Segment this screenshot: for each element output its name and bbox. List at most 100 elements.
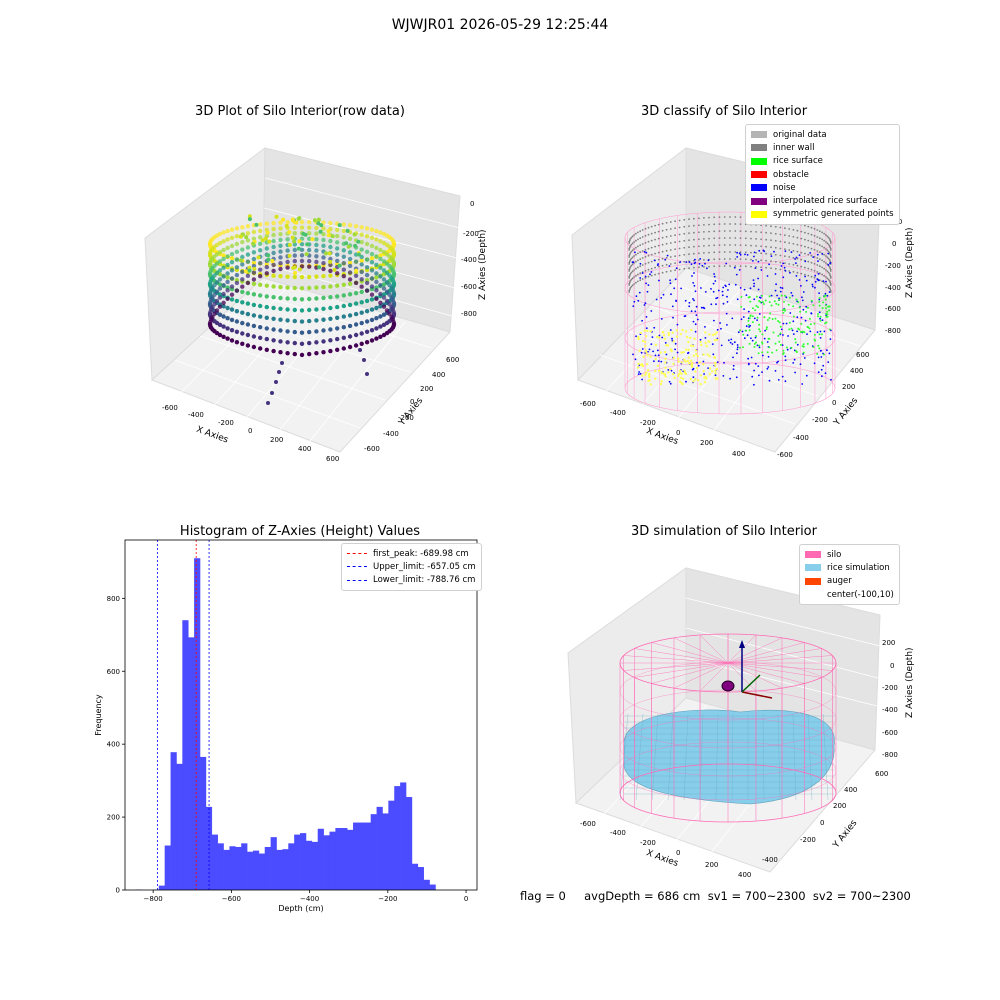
scatter-point: [674, 248, 676, 251]
scatter-point: [631, 235, 634, 238]
scatter-point: [234, 257, 240, 262]
histogram-bar: [247, 851, 254, 890]
scatter-point: [828, 280, 831, 282]
scatter-point: [827, 285, 830, 288]
scatter-point: [792, 270, 795, 273]
scatter-point: [328, 338, 333, 343]
scatter-point: [240, 277, 245, 282]
surface-mesh-line: [699, 713, 704, 801]
scatter-point: [774, 260, 777, 263]
scatter-point: [270, 259, 275, 263]
scatter-point: [265, 230, 270, 235]
scatter-point: [271, 268, 276, 274]
scatter-point: [374, 336, 379, 341]
scatter-point: [658, 279, 660, 282]
scatter-point: [826, 235, 829, 238]
scatter-point: [314, 307, 319, 312]
scatter-point: [760, 269, 763, 271]
scatter-point: [641, 378, 643, 381]
scatter-point: [292, 340, 297, 346]
scatter-point: [657, 369, 661, 372]
scatter-point: [816, 253, 819, 256]
scatter-point: [668, 265, 671, 267]
scatter-point: [804, 245, 806, 248]
scatter-point: [753, 285, 755, 288]
scatter-point: [251, 323, 257, 329]
scatter-point: [733, 341, 736, 344]
scatter-point: [823, 330, 826, 333]
scatter-point: [739, 223, 742, 226]
scatter-point: [337, 223, 342, 228]
scatter-point: [768, 346, 771, 349]
scatter-point: [816, 352, 819, 355]
svg-text:-200: -200: [463, 230, 479, 238]
scatter-point: [708, 265, 710, 268]
scatter-point: [661, 222, 664, 225]
scatter-point: [672, 316, 674, 319]
scatter-point: [356, 239, 361, 244]
scatter-point: [829, 262, 831, 265]
scatter-point: [829, 247, 832, 250]
histogram-bar: [317, 828, 324, 890]
histogram-bar: [217, 843, 224, 890]
histogram-bar: [164, 845, 171, 890]
scatter-point: [715, 331, 718, 334]
scatter-point: [643, 250, 646, 253]
scatter-point: [827, 243, 830, 246]
scatter-point: [369, 338, 375, 343]
scatter-point: [800, 265, 803, 268]
scatter-point: [669, 228, 672, 230]
scatter-point: [708, 216, 710, 219]
scatter-point: [750, 337, 752, 340]
histogram-bar: [305, 840, 313, 890]
scatter-point: [245, 224, 251, 229]
scatter-point: [715, 303, 717, 306]
scatter-point: [359, 310, 364, 315]
scatter-point: [675, 335, 679, 338]
scatter-point: [799, 310, 802, 313]
panel4-zlabel: Z Axies (Depth): [905, 647, 915, 718]
scatter-point: [378, 304, 383, 309]
scatter-point: [335, 304, 340, 310]
scatter-point: [698, 217, 700, 220]
scatter-point: [800, 237, 803, 240]
scatter-point: [234, 249, 240, 254]
scatter-point: [775, 302, 778, 305]
histogram-bar: [276, 849, 283, 890]
histogram-bar: [235, 846, 242, 890]
scatter-point: [240, 225, 245, 230]
scatter-point: [683, 358, 686, 361]
scatter-point: [229, 284, 235, 289]
scatter-point: [229, 297, 235, 302]
histogram-bars: [135, 558, 436, 890]
scatter-point: [825, 234, 827, 236]
scatter-point: [374, 254, 379, 259]
scatter-point: [698, 263, 701, 265]
scatter-point: [674, 348, 676, 351]
scatter-point: [805, 374, 808, 377]
scatter-point: [753, 342, 756, 345]
scatter-point: [829, 284, 832, 286]
svg-text:600: 600: [856, 351, 869, 359]
histogram-xlabel: Depth (cm): [278, 904, 323, 913]
scatter-point: [742, 333, 745, 336]
scatter-point: [824, 322, 827, 325]
scatter-point: [374, 262, 379, 268]
scatter-point: [814, 339, 817, 342]
svg-text:-200: -200: [218, 419, 234, 427]
scatter-point: [285, 329, 290, 334]
scatter-point: [359, 269, 364, 275]
scatter-point: [234, 340, 240, 345]
scatter-point: [800, 258, 803, 261]
scatter-point: [234, 241, 240, 247]
scatter-point: [703, 231, 705, 233]
scatter-point: [739, 258, 742, 260]
scatter-point: [826, 310, 829, 313]
scatter-point: [760, 252, 762, 255]
scatter-point: [240, 247, 245, 252]
scatter-point: [225, 326, 230, 331]
scatter-point: [335, 258, 340, 264]
scatter-point: [234, 288, 240, 293]
scatter-point: [745, 325, 748, 328]
scatter-point: [631, 284, 634, 287]
